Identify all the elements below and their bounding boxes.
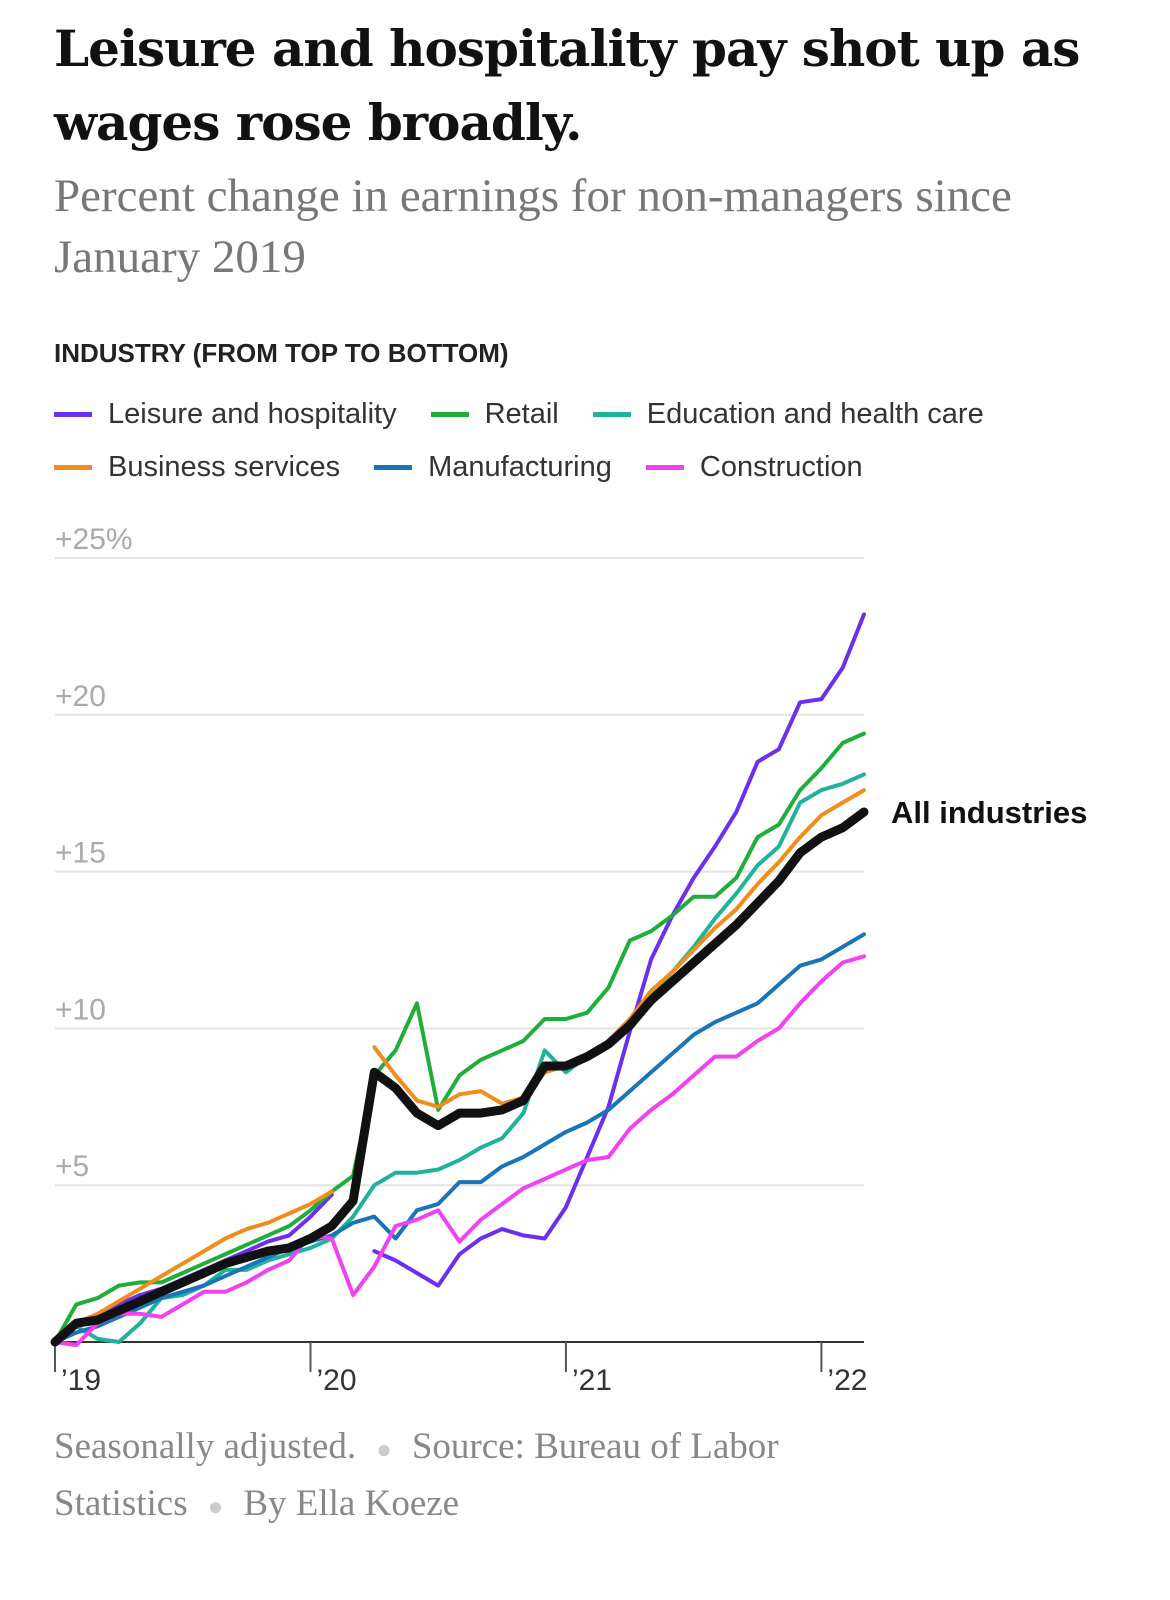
series-line-leisure-and-hospitality (53, 612, 866, 1344)
footer-source: Source: Bureau of Labor Statistics (54, 1426, 779, 1524)
y-tick-label: +5 (55, 1150, 89, 1183)
legend-title: INDUSTRY (FROM TOP TO BOTTOM) (54, 338, 509, 368)
series-line-business-services (53, 788, 866, 1344)
legend-label: Manufacturing (428, 451, 612, 483)
legend-item-business: Business services (54, 451, 340, 484)
x-tick-label: ’20 (316, 1364, 356, 1397)
legend-item-construction: Construction (645, 451, 863, 484)
chart-subtitle: Percent change in earnings for non-manag… (54, 170, 1012, 283)
legend-swatch (374, 465, 413, 470)
y-tick-label: +25% (55, 523, 133, 556)
legend-item-leisure: Leisure and hospitality (54, 398, 397, 431)
legend-label: Business services (108, 451, 341, 483)
legend-label: Construction (699, 451, 863, 483)
series-line-manufacturing (53, 932, 866, 1344)
x-tick-label: ’19 (61, 1364, 101, 1397)
footer-byline: By Ella Koeze (243, 1483, 460, 1524)
y-tick-label: +15 (55, 837, 106, 870)
legend-item-retail: Retail (430, 398, 559, 431)
footer-note: Seasonally adjusted. (54, 1426, 357, 1467)
legend-swatch (54, 412, 92, 417)
legend-swatch (430, 412, 469, 417)
x-tick-label: ’21 (572, 1364, 612, 1397)
y-tick-label: +10 (55, 993, 106, 1026)
legend-swatch (645, 465, 684, 470)
series-line-education-and-health-care (53, 772, 866, 1344)
chart-footer: Seasonally adjusted. ● Source: Bureau of L… (54, 1426, 779, 1524)
legend-swatch (592, 412, 631, 417)
series-label-all-industries: All industries (891, 795, 1087, 830)
series-line-retail (53, 731, 866, 1344)
legend-label: Leisure and hospitality (108, 398, 397, 430)
legend-item-education: Education and health care (592, 398, 984, 431)
chart-title: Leisure and hospitality pay shot up as w… (54, 19, 1080, 152)
legend-label: Retail (484, 398, 559, 430)
series-line-construction (53, 954, 866, 1348)
series-line-all-industries (50, 807, 869, 1347)
legend-swatch (54, 465, 92, 470)
y-tick-label: +20 (55, 680, 106, 713)
legend: Leisure and hospitality Retail Education… (54, 388, 1134, 494)
line-chart: +5 +10 +15 +20 +25% ’19 ’20 ’21 ’22 All industrie… (50, 523, 1087, 1397)
legend-label: Education and health care (646, 398, 984, 430)
x-tick-label: ’22 (827, 1364, 867, 1397)
legend-item-manufacturing: Manufacturing (374, 451, 612, 484)
